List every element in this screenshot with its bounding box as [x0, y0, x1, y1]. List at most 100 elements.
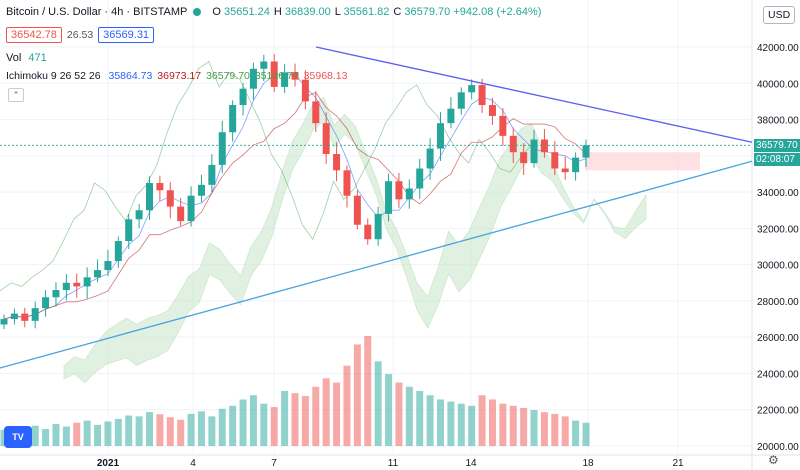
x-tick-label: 21 — [672, 458, 684, 469]
candle-body[interactable] — [62, 282, 70, 291]
candle-body[interactable] — [416, 168, 424, 189]
candle-body[interactable] — [281, 72, 289, 87]
volume-bar — [301, 396, 309, 446]
y-tick-label: 30000.00 — [757, 261, 799, 272]
candle-body[interactable] — [530, 139, 538, 164]
candle-body[interactable] — [385, 181, 393, 214]
volume-bar — [146, 412, 153, 446]
candle-body[interactable] — [353, 195, 361, 225]
ichimoku-value: 35968.13 — [303, 70, 348, 82]
candle-body[interactable] — [31, 308, 39, 321]
candle-body[interactable] — [551, 152, 559, 169]
candle-body[interactable] — [582, 145, 590, 158]
volume-bar — [416, 391, 424, 446]
symbol-header: Bitcoin / U.S. Dollar · 4h · BITSTAMP O … — [6, 6, 541, 18]
candle-body[interactable] — [509, 135, 517, 153]
ichimoku-value: 36579.70 — [206, 70, 250, 82]
candle-body[interactable] — [239, 88, 247, 106]
candle-body[interactable] — [177, 206, 185, 222]
candle-body[interactable] — [291, 72, 299, 80]
volume-bar — [520, 407, 528, 446]
volume-bar — [561, 416, 569, 446]
ichimoku-legend[interactable]: Ichimoku 9 26 52 26 35864.73 36973.17 3657… — [6, 70, 347, 82]
volume-bar — [197, 411, 205, 446]
candle-body[interactable] — [426, 148, 434, 169]
candle-body[interactable] — [166, 190, 174, 207]
candle-body[interactable] — [488, 105, 496, 116]
candle-body[interactable] — [364, 224, 372, 240]
y-tick-label: 28000.00 — [757, 297, 799, 308]
buy-button[interactable]: 36569.31 — [98, 27, 155, 43]
candle-body[interactable] — [94, 270, 102, 278]
volume-bar — [353, 344, 361, 446]
x-tick-label: 14 — [465, 458, 477, 469]
candle-body[interactable] — [260, 61, 268, 69]
candle-body[interactable] — [114, 241, 122, 262]
x-tick-label: 18 — [582, 458, 594, 469]
candle-body[interactable] — [333, 154, 341, 171]
trendline-lower[interactable] — [0, 160, 753, 369]
candle-body[interactable] — [447, 108, 455, 124]
volume-bar — [457, 403, 465, 446]
candle-body[interactable] — [135, 210, 143, 220]
candle-body[interactable] — [561, 168, 569, 173]
candle-body[interactable] — [197, 184, 205, 196]
candle-body[interactable] — [322, 123, 330, 155]
candle-body[interactable] — [146, 183, 153, 211]
candle-body[interactable] — [343, 170, 351, 196]
ichimoku-cloud-red — [585, 152, 700, 171]
volume-bar — [73, 422, 81, 446]
volume-bar — [125, 415, 133, 446]
y-tick-label: 32000.00 — [757, 224, 799, 235]
candle-body[interactable] — [312, 101, 320, 124]
volume-bar — [499, 403, 507, 446]
candle-body[interactable] — [249, 68, 257, 89]
ichimoku-value: 36973.17 — [157, 70, 202, 82]
volume-bar — [322, 378, 330, 446]
volume-bar — [447, 401, 455, 446]
symbol-title[interactable]: Bitcoin / U.S. Dollar · 4h · BITSTAMP — [6, 6, 188, 18]
candle-body[interactable] — [229, 105, 237, 133]
candle-body[interactable] — [208, 164, 216, 185]
candle-body[interactable] — [42, 297, 50, 309]
candle-body[interactable] — [187, 195, 195, 222]
candle-body[interactable] — [73, 282, 81, 287]
volume-legend[interactable]: Vol 471 — [6, 52, 47, 64]
collapse-legend-button[interactable]: ⌃ — [8, 88, 24, 102]
candle-body[interactable] — [374, 213, 382, 240]
sell-button[interactable]: 36542.78 — [6, 27, 62, 43]
candle-body[interactable] — [270, 61, 278, 87]
candle-body[interactable] — [437, 123, 444, 149]
candle-body[interactable] — [301, 79, 309, 102]
volume-bar — [104, 421, 112, 446]
candle-body[interactable] — [83, 277, 91, 287]
ohlc-value-l: 35561.82 — [343, 6, 390, 18]
candle-body[interactable] — [218, 132, 226, 165]
candle-body[interactable] — [0, 319, 8, 325]
candle-body[interactable] — [572, 157, 580, 173]
candle-body[interactable] — [10, 313, 18, 320]
candle-body[interactable] — [156, 183, 164, 191]
tradingview-logo[interactable]: TV — [4, 426, 32, 448]
candle-body[interactable] — [104, 261, 112, 271]
candle-body[interactable] — [499, 115, 507, 136]
candle-body[interactable] — [540, 139, 548, 153]
candle-body[interactable] — [478, 85, 486, 106]
volume-bar — [312, 386, 320, 446]
volume-bar — [540, 412, 548, 446]
candle-body[interactable] — [125, 219, 133, 242]
volume-bar — [270, 407, 278, 446]
candle-body[interactable] — [520, 152, 528, 164]
candle-body[interactable] — [457, 92, 465, 109]
trendline-upper[interactable] — [315, 46, 753, 143]
volume-bar — [364, 336, 372, 446]
gear-icon[interactable]: ⚙ — [768, 453, 779, 467]
candle-body[interactable] — [21, 313, 29, 321]
x-tick-label: 11 — [388, 458, 399, 469]
candle-body[interactable] — [52, 290, 60, 298]
candle-body[interactable] — [395, 181, 403, 200]
currency-button[interactable]: USD — [763, 6, 796, 24]
candle-body[interactable] — [468, 85, 476, 93]
candle-body[interactable] — [405, 188, 413, 200]
x-tick-label: 7 — [271, 458, 277, 469]
